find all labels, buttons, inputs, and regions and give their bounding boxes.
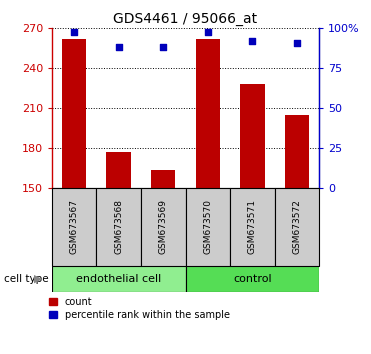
- Bar: [52, 188, 96, 266]
- Bar: [275, 188, 319, 266]
- Text: control: control: [233, 274, 272, 284]
- Text: GSM673572: GSM673572: [292, 199, 301, 254]
- Point: [249, 38, 255, 44]
- Point: [71, 29, 77, 34]
- Text: endothelial cell: endothelial cell: [76, 274, 161, 284]
- Bar: [151, 170, 175, 188]
- Bar: [106, 152, 131, 188]
- Point: [294, 40, 300, 46]
- Bar: [141, 188, 186, 266]
- Title: GDS4461 / 95066_at: GDS4461 / 95066_at: [114, 12, 257, 26]
- Bar: [186, 266, 319, 292]
- Bar: [196, 39, 220, 188]
- Bar: [62, 39, 86, 188]
- Bar: [230, 188, 275, 266]
- Point: [116, 45, 122, 50]
- Point: [160, 45, 166, 50]
- Text: cell type: cell type: [4, 274, 48, 284]
- Bar: [285, 115, 309, 188]
- Legend: count, percentile rank within the sample: count, percentile rank within the sample: [49, 297, 230, 320]
- Point: [205, 29, 211, 34]
- Bar: [52, 266, 186, 292]
- Text: GSM673570: GSM673570: [203, 199, 212, 254]
- Bar: [240, 84, 265, 188]
- Text: GSM673571: GSM673571: [248, 199, 257, 254]
- Text: GSM673569: GSM673569: [159, 199, 168, 254]
- Text: GSM673567: GSM673567: [70, 199, 79, 254]
- Bar: [186, 188, 230, 266]
- Text: ▶: ▶: [34, 274, 43, 284]
- Bar: [96, 188, 141, 266]
- Text: GSM673568: GSM673568: [114, 199, 123, 254]
